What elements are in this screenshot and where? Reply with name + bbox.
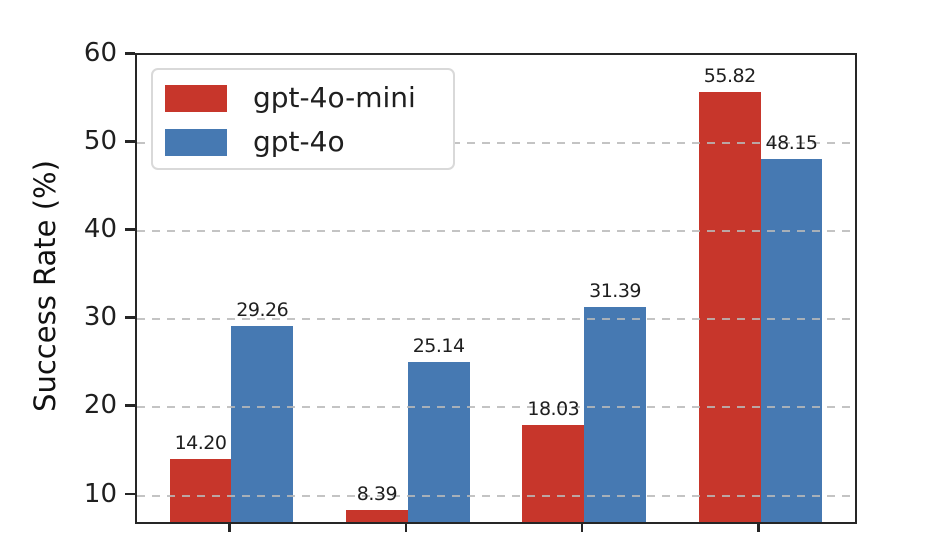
x-tick-mark-group-3: [580, 522, 584, 532]
grid-line-10: [137, 494, 855, 497]
legend-item-gpt-4o: gpt-4o: [165, 128, 441, 156]
y-tick-mark-30: [125, 316, 135, 319]
value-label-gpt-4o-group-4: 48.15: [765, 132, 818, 155]
bar-gpt-4o-mini-group-3: [522, 424, 585, 522]
value-label-gpt-4o-group-3: 31.39: [589, 280, 642, 303]
bar-gpt-4o-group-4: [760, 159, 823, 522]
x-tick-mark-group-1: [228, 522, 231, 532]
bar-gpt-4o-mini-group-1: [169, 458, 232, 522]
plot-area: 14.20 8.39 18.03 55.82 29.26 25.14 31.39 48.15 …: [135, 53, 857, 524]
y-tick-label-30: 30: [83, 302, 117, 333]
legend-swatch-blue: [165, 128, 227, 156]
x-tick-mark-group-4: [757, 522, 760, 532]
legend-label-gpt-4o-mini: gpt-4o-mini: [253, 81, 416, 114]
y-tick-label-60: 60: [83, 38, 117, 68]
x-tick-mark-group-2: [404, 522, 408, 532]
value-label-gpt-4o-mini-group-1: 14.20: [174, 431, 227, 454]
legend-label-gpt-4o: gpt-4o: [253, 125, 345, 158]
bar-gpt-4o-group-3: [584, 307, 646, 522]
value-label-gpt-4o-group-1: 29.26: [236, 298, 289, 321]
value-label-gpt-4o-mini-group-2: 8.39: [356, 482, 398, 505]
y-tick-mark-40: [125, 228, 135, 231]
value-label-gpt-4o-group-2: 25.14: [412, 335, 465, 358]
bar-gpt-4o-mini-group-4: [698, 91, 761, 522]
value-label-gpt-4o-mini-group-3: 18.03: [527, 397, 580, 420]
grid-line-40: [137, 230, 855, 233]
bar-gpt-4o-mini-group-2: [346, 509, 408, 522]
y-tick-label-50: 50: [83, 126, 117, 157]
y-tick-mark-60: [125, 52, 135, 55]
y-tick-mark-10: [125, 492, 135, 496]
legend-item-gpt-4o-mini: gpt-4o-mini: [165, 84, 441, 112]
y-tick-mark-50: [125, 140, 135, 143]
grid-line-30: [137, 318, 855, 321]
y-tick-mark-20: [125, 404, 135, 407]
y-axis-title: Success Rate (%): [28, 160, 62, 412]
y-tick-label-10: 10: [83, 478, 117, 509]
value-label-gpt-4o-mini-group-4: 55.82: [703, 64, 756, 87]
y-tick-label-20: 20: [83, 390, 117, 421]
legend: gpt-4o-mini gpt-4o: [151, 68, 455, 170]
bar-gpt-4o-group-1: [231, 325, 294, 522]
legend-swatch-red: [165, 84, 227, 112]
grid-line-50: [137, 142, 855, 145]
y-tick-label-40: 40: [83, 214, 117, 245]
grid-line-20: [137, 406, 855, 409]
